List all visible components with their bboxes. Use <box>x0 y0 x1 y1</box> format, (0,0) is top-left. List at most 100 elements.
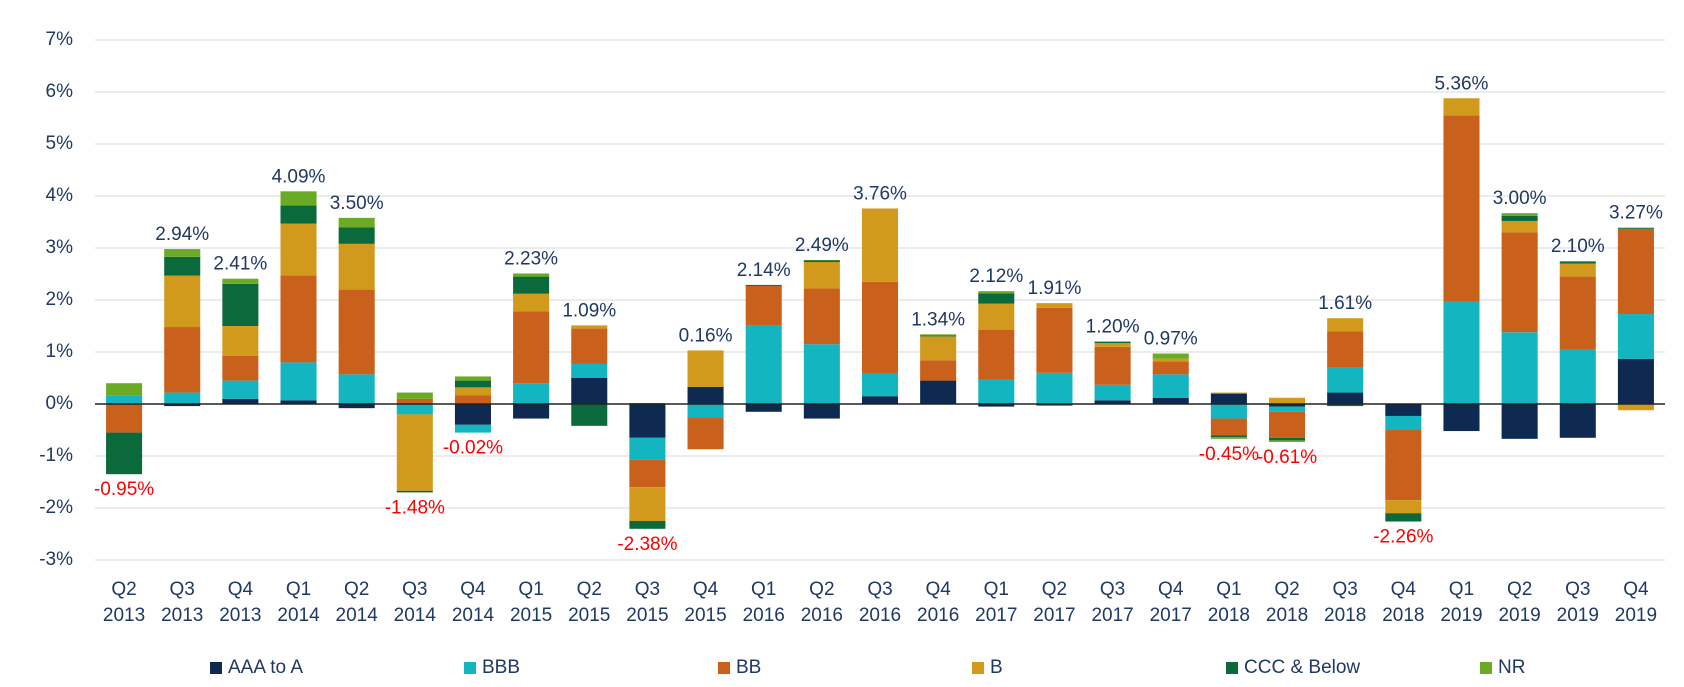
bar-segment <box>920 335 957 337</box>
x-tick-label: Q3 <box>635 579 660 600</box>
bar-segment <box>978 293 1015 304</box>
bar-segment <box>338 404 375 409</box>
legend-swatch <box>1480 662 1492 674</box>
legend-swatch <box>718 662 730 674</box>
bar-segment <box>629 521 666 529</box>
x-tick-label: 2017 <box>1091 605 1133 626</box>
x-tick-label: Q4 <box>1158 579 1184 600</box>
legend-label: BB <box>736 657 761 678</box>
total-label: 3.27% <box>1609 203 1663 224</box>
bar-segment <box>629 404 666 438</box>
bar-segment <box>803 288 840 345</box>
bar-segment <box>1036 303 1073 308</box>
bar-segment <box>164 392 201 404</box>
bar-segment <box>745 285 782 325</box>
bar-segment <box>978 291 1015 294</box>
total-label: 2.12% <box>969 266 1023 287</box>
bar-segment <box>1617 227 1654 229</box>
bar-segment <box>920 380 957 404</box>
bar-segment <box>1443 404 1480 432</box>
bar-segment <box>280 362 317 401</box>
x-tick-label: 2017 <box>1150 605 1192 626</box>
x-tick-label: Q4 <box>228 579 254 600</box>
y-tick-label: -1% <box>39 445 73 466</box>
total-label: -2.26% <box>1373 527 1433 548</box>
total-label: -1.48% <box>385 497 445 518</box>
total-label: -0.45% <box>1199 444 1259 465</box>
bar-segment <box>164 249 201 257</box>
bar-segment <box>571 328 608 364</box>
bar-segment <box>803 404 840 419</box>
bar-segment <box>1210 392 1247 394</box>
x-tick-label: Q1 <box>286 579 311 600</box>
bar-segment <box>396 392 433 399</box>
bar-segment <box>222 278 259 284</box>
bar-segment <box>280 400 317 404</box>
x-tick-label: 2019 <box>1498 605 1540 626</box>
x-tick-label: Q2 <box>1042 579 1067 600</box>
total-label: -0.95% <box>94 479 154 500</box>
bar-segment <box>338 374 375 404</box>
bar-segment <box>1501 332 1538 404</box>
total-label: 2.49% <box>795 235 849 256</box>
bar-segment <box>745 284 782 286</box>
x-tick-label: Q4 <box>925 579 951 600</box>
bar-segment <box>106 404 143 433</box>
bar-segment <box>1152 397 1189 404</box>
bar-segment <box>222 380 259 399</box>
total-label: 2.10% <box>1551 236 1605 257</box>
bar-segment <box>396 490 433 493</box>
y-tick-label: 7% <box>46 29 74 50</box>
bar-segment <box>1559 276 1596 350</box>
total-label: 2.94% <box>155 224 209 245</box>
bar-segment <box>803 260 840 263</box>
bar-segment <box>1094 341 1131 344</box>
bar-segment <box>687 418 724 450</box>
y-tick-label: -2% <box>39 497 73 518</box>
bar-segment <box>978 379 1015 404</box>
legend-swatch <box>464 662 476 674</box>
bar-segment <box>1385 415 1422 430</box>
x-tick-label: Q3 <box>1333 579 1358 600</box>
bar-segment <box>222 355 259 381</box>
legend-label: AAA to A <box>228 657 303 678</box>
bar-segment <box>1269 406 1306 412</box>
x-tick-label: Q2 <box>1507 579 1532 600</box>
bar-segment <box>1094 400 1131 404</box>
bar-segment <box>454 404 491 425</box>
bar-segment <box>454 387 491 396</box>
bar-segment <box>571 363 608 378</box>
bar-segment <box>513 311 550 384</box>
bar-segment <box>978 404 1015 407</box>
x-tick-label: 2014 <box>277 605 320 626</box>
x-tick-label: 2014 <box>394 605 437 626</box>
bar-segment <box>222 398 259 404</box>
bar-segment <box>338 227 375 244</box>
bar-segment <box>280 205 317 224</box>
bar-segment <box>454 395 491 404</box>
total-label: 2.23% <box>504 248 558 269</box>
total-label: -2.38% <box>617 534 677 555</box>
bar-segment <box>338 243 375 290</box>
bar-segment <box>1269 437 1306 441</box>
legend-swatch <box>210 662 222 674</box>
total-label: 2.14% <box>737 260 791 281</box>
bar-segment <box>803 344 840 404</box>
total-label: 2.41% <box>213 254 267 275</box>
x-tick-label: 2014 <box>452 605 495 626</box>
bar-segment <box>1559 263 1596 277</box>
x-tick-label: 2018 <box>1208 605 1250 626</box>
x-tick-label: Q2 <box>1274 579 1299 600</box>
bar-segment <box>1094 384 1131 401</box>
x-tick-label: Q1 <box>518 579 543 600</box>
legend-label: B <box>990 657 1003 678</box>
x-tick-label: 2016 <box>801 605 843 626</box>
bar-segment <box>1327 367 1364 393</box>
bar-segment <box>1443 98 1480 116</box>
x-tick-label: Q2 <box>111 579 136 600</box>
total-label: 3.50% <box>330 193 384 214</box>
y-tick-label: -3% <box>39 549 73 570</box>
x-tick-label: Q1 <box>1449 579 1474 600</box>
bar-segment <box>629 459 666 488</box>
